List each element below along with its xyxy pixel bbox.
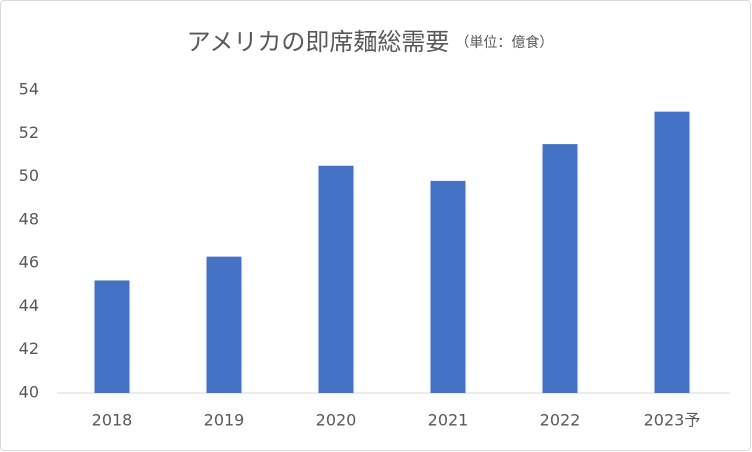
- chart-title: アメリカの即席麺総需要: [187, 28, 450, 56]
- bar: [318, 165, 354, 393]
- bar: [430, 180, 466, 393]
- bar: [542, 144, 578, 393]
- y-tick-label: 40: [19, 383, 39, 402]
- y-tick-label: 44: [19, 296, 39, 315]
- chart-subtitle: （単位：億食）: [455, 34, 553, 51]
- x-tick-label: 2023予: [644, 411, 701, 430]
- y-tick-label: 54: [19, 80, 39, 99]
- x-tick-label: 2019: [204, 411, 245, 430]
- bar: [206, 256, 242, 393]
- y-tick-label: 52: [19, 123, 39, 142]
- bar: [654, 111, 690, 394]
- x-tick-label: 2020: [316, 411, 357, 430]
- bar: [94, 280, 130, 393]
- x-tick-label: 2018: [92, 411, 133, 430]
- y-tick-label: 48: [19, 209, 39, 228]
- y-tick-label: 46: [19, 253, 39, 272]
- x-tick-label: 2021: [428, 411, 469, 430]
- chart-title-group: アメリカの即席麺総需要 （単位：億食）: [187, 28, 554, 56]
- x-tick-label: 2022: [540, 411, 581, 430]
- y-tick-label: 50: [19, 166, 39, 185]
- y-tick-label: 42: [19, 339, 39, 358]
